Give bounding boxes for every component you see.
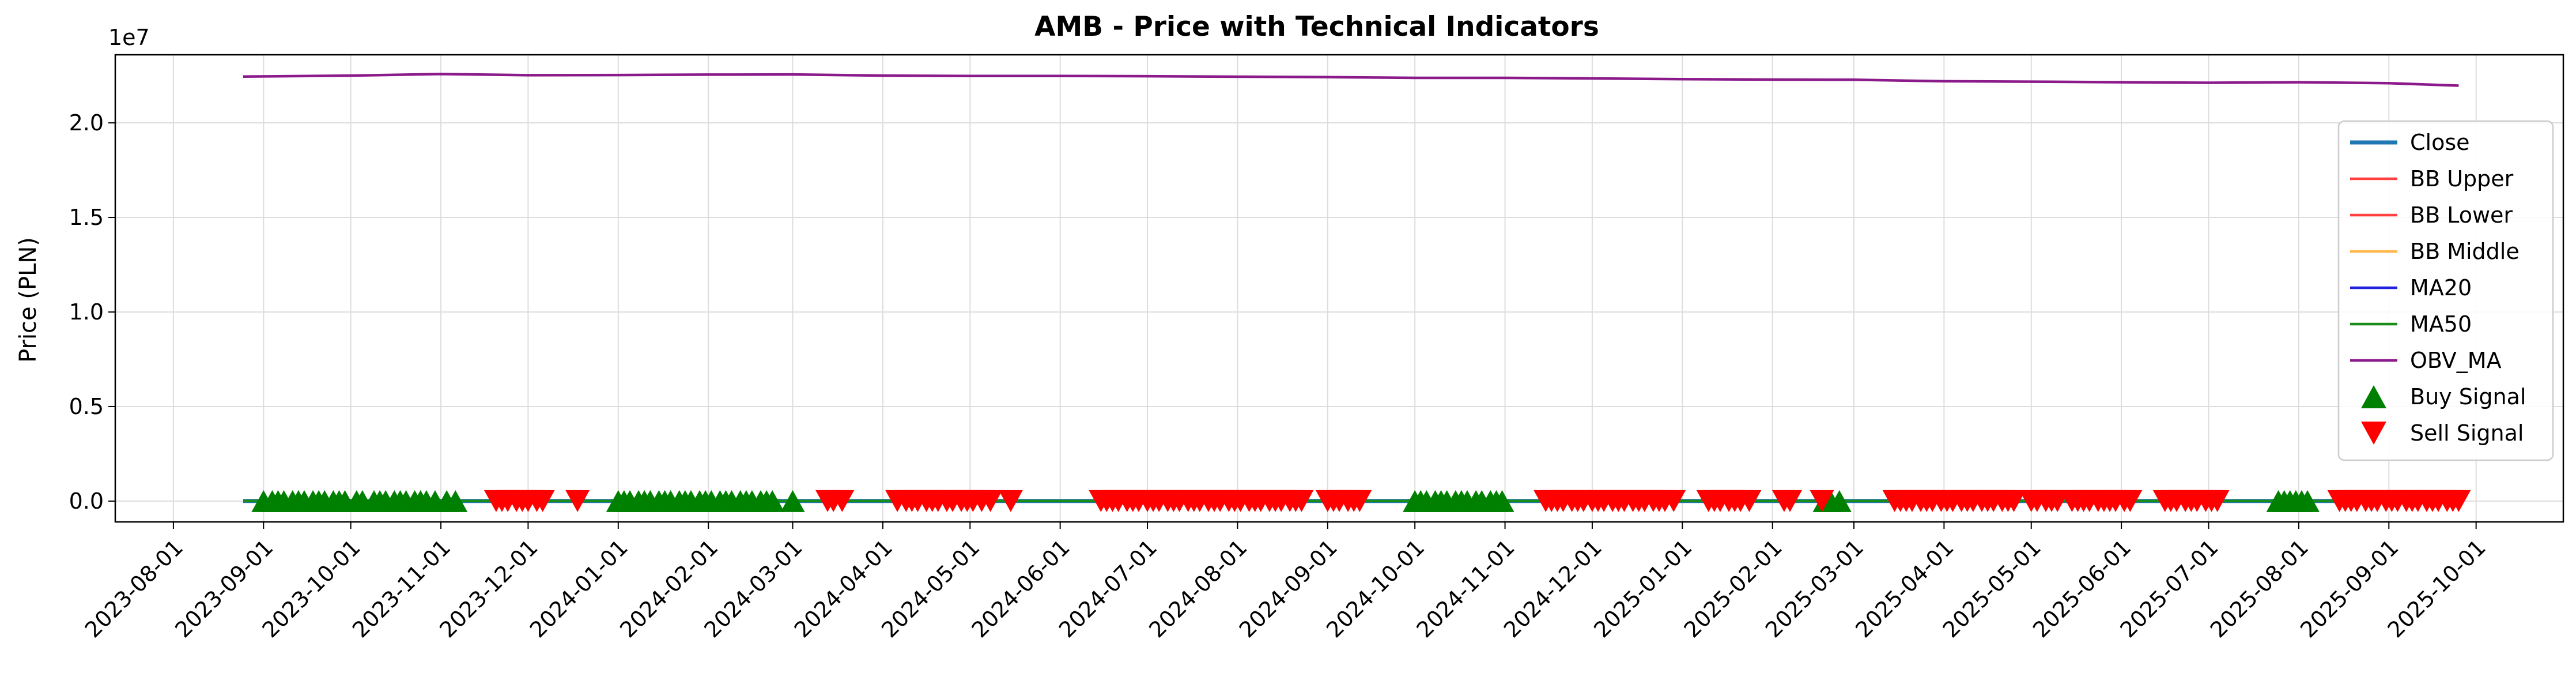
plot-area-frame [114,54,2564,523]
sell-signal-marker [978,490,1003,512]
legend-label-ma20: MA20 [2410,275,2472,300]
sell-signal-marker [530,490,555,512]
legend-label-bb-upper: BB Upper [2410,166,2514,191]
y-tick-label: 0.0 [69,488,104,514]
legend-swatch-sell-signal [2361,422,2386,445]
legend-swatch-buy-signal [2361,385,2386,408]
legend-label-ma50: MA50 [2410,311,2472,337]
sell-signal-marker [2446,490,2471,512]
legend-label-obv-ma: OBV_MA [2410,348,2502,373]
sell-signal-marker [1289,490,1314,512]
legend-label-bb-middle: BB Middle [2410,239,2520,264]
legend-label-bb-lower: BB Lower [2410,202,2513,228]
y-tick-label: 1.5 [69,205,104,230]
sell-signal-marker [998,490,1023,512]
y-axis-offset-label: 1e7 [108,25,150,50]
legend-label-sell-signal: Sell Signal [2410,420,2524,446]
sell-signal-marker [1737,490,1762,512]
y-tick-label: 2.0 [69,110,104,136]
y-axis-title: Price (PLN) [15,237,41,363]
sell-signal-marker [1347,490,1372,512]
legend: Close BB Upper BB Lower BB Middle MA20 MA50 OB… [2337,120,2554,461]
sell-signal-marker [1777,490,1802,512]
sell-signal-marker [2001,490,2026,512]
buy-signal-marker [1490,490,1514,512]
buy-signal-marker [2295,490,2320,512]
buy-signal-marker [443,490,468,512]
y-axis: 0.0 0.5 1.0 1.5 2.0 [69,110,115,514]
series-line-obv-ma [243,73,2459,87]
sell-signal-marker [2205,490,2230,512]
sell-signal-marker [565,490,590,512]
buy-signal-marker [760,490,785,512]
chart-title: AMB - Price with Technical Indicators [1034,11,1599,43]
legend-label-close: Close [2410,130,2470,155]
sell-signal-marker [830,490,855,512]
buy-signal-marker [1827,490,1852,512]
legend-label-buy-signal: Buy Signal [2410,384,2526,409]
sell-signal-marker [1661,490,1686,512]
buy-signal-marker [780,490,805,512]
sell-signal-marker [2118,490,2143,512]
y-tick-label: 1.0 [69,299,104,325]
legend-box [2337,120,2554,461]
sell-signal-marker [1810,490,1834,512]
signal-markers [251,490,2471,512]
y-tick-label: 0.5 [69,394,104,419]
